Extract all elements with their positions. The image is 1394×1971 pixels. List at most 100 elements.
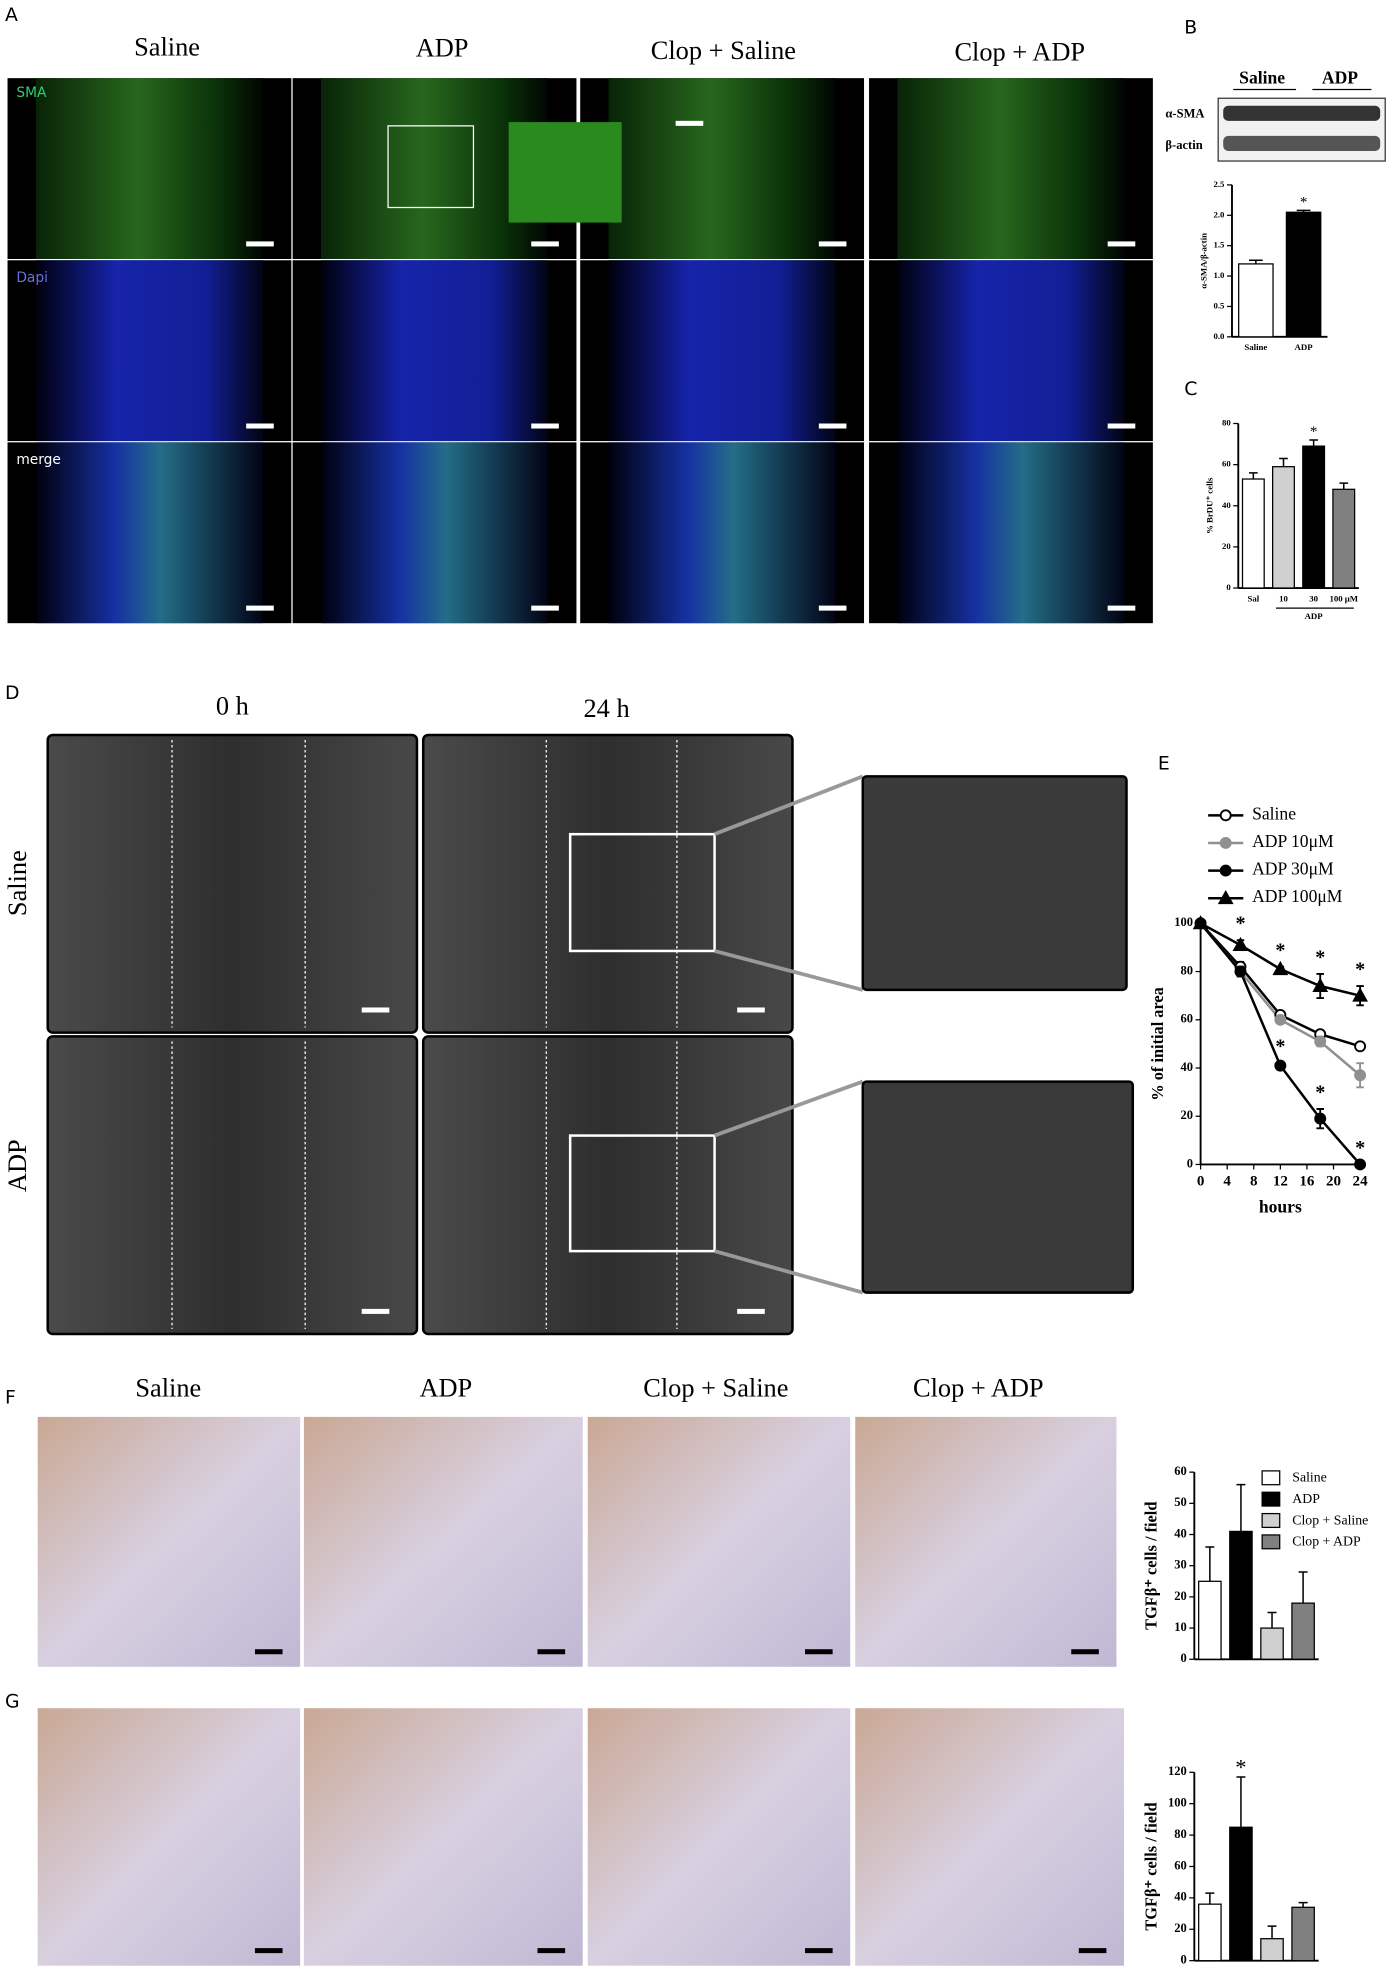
- micrograph-texture: [35, 442, 263, 624]
- error-bar: [1279, 457, 1288, 467]
- y-tick-label: 50: [1174, 1495, 1187, 1509]
- row-header: ADP: [3, 1139, 32, 1192]
- significance: *: [1315, 1082, 1325, 1104]
- marker: [1274, 1013, 1287, 1026]
- scale-bar: [1107, 605, 1136, 611]
- marker: [1314, 1112, 1327, 1125]
- micrograph-texture: [35, 260, 263, 442]
- connector: [714, 1249, 864, 1295]
- micrograph-texture: [897, 442, 1125, 624]
- scale-bar: [246, 241, 274, 247]
- zoom-box: [568, 832, 716, 953]
- connector: [714, 949, 864, 992]
- scale-bar: [531, 423, 559, 429]
- scale-bar: [1071, 1649, 1099, 1655]
- blot-row: α-SMA: [1165, 106, 1204, 120]
- x-tick-label: Sal: [1247, 593, 1259, 603]
- y-tick-label: 100: [1168, 1796, 1187, 1810]
- x-tick-label: Saline: [1244, 342, 1267, 352]
- marker: [1354, 1040, 1367, 1053]
- x-tick-label: 16: [1299, 1173, 1315, 1189]
- legend-label: ADP 30μM: [1252, 859, 1334, 879]
- blot-group: ADP: [1322, 67, 1358, 87]
- y-tick-label: 60: [1181, 1012, 1194, 1026]
- x-tick-label: 10: [1279, 593, 1288, 603]
- row-header: Saline: [3, 850, 32, 916]
- significance: *: [1355, 1137, 1365, 1159]
- error-bar: [1236, 1776, 1246, 1828]
- column-header: ADP: [416, 34, 469, 63]
- x-tick-label: 0: [1197, 1173, 1205, 1189]
- y-tick-label: 20: [1174, 1589, 1187, 1603]
- bar: [1229, 1826, 1253, 1962]
- legend-swatch: [1261, 1534, 1281, 1550]
- error-bar: [1296, 209, 1311, 213]
- y-tick-label: 60: [1222, 459, 1231, 469]
- micrograph-texture: [608, 260, 836, 442]
- x-tick-label: 30: [1309, 593, 1318, 603]
- row-label: SMA: [16, 85, 47, 101]
- bar: [1291, 1906, 1315, 1962]
- significance: *: [1355, 959, 1365, 981]
- x-tick-label: 12: [1273, 1173, 1288, 1189]
- significance: *: [1275, 939, 1285, 961]
- scale-bar: [246, 605, 274, 611]
- y-tick-label: 20: [1174, 1921, 1187, 1935]
- error-bar: [1248, 259, 1263, 264]
- micrograph: [855, 1708, 1124, 1966]
- legend-swatch: [1261, 1512, 1281, 1529]
- panel-label: B: [1184, 17, 1197, 38]
- micrograph: [587, 1416, 851, 1667]
- micrograph: [46, 1035, 419, 1336]
- column-header: 0 h: [216, 692, 249, 721]
- band: [1223, 135, 1381, 151]
- legend-label: Clop + ADP: [1292, 1534, 1361, 1549]
- y-tick-label: 20: [1181, 1108, 1194, 1122]
- bar: [1229, 1530, 1253, 1660]
- scale-bar: [818, 241, 847, 247]
- legend-marker: [1219, 836, 1232, 849]
- error-bar: [1205, 1546, 1215, 1582]
- y-tick-label: 40: [1174, 1526, 1187, 1540]
- panel-label: E: [1158, 753, 1170, 774]
- bar: [1291, 1602, 1315, 1660]
- scale-bar: [1078, 1948, 1107, 1954]
- error-bar: [1236, 1483, 1246, 1532]
- band: [1223, 105, 1381, 121]
- y-tick-label: 100: [1174, 915, 1193, 929]
- scale-bar: [805, 1948, 833, 1954]
- scale-bar: [531, 605, 559, 611]
- y-tick-label: 30: [1174, 1558, 1187, 1572]
- x-tick-label: 20: [1326, 1173, 1341, 1189]
- y-axis-label: % BrDU⁺ cells: [1205, 477, 1215, 534]
- significance: *: [1275, 1036, 1285, 1058]
- group-label: ADP: [1305, 611, 1324, 621]
- y-tick-label: 0: [1181, 1651, 1187, 1665]
- column-header: Saline: [134, 32, 200, 61]
- y-tick-label: 1.5: [1213, 240, 1225, 250]
- panel-label: G: [5, 1691, 20, 1712]
- zoom-image: [861, 1080, 1135, 1294]
- legend-marker: [1217, 889, 1234, 905]
- error-bar: [1298, 1901, 1308, 1908]
- significance: *: [1310, 424, 1318, 440]
- column-header: 24 h: [584, 694, 630, 723]
- micrograph-texture: [608, 442, 836, 624]
- column-header: Clop + Saline: [651, 36, 796, 65]
- error-bar: [1249, 472, 1258, 480]
- y-tick-label: 60: [1174, 1858, 1187, 1872]
- marker: [1192, 915, 1209, 930]
- y-tick-label: 0.0: [1213, 331, 1225, 341]
- micrograph: [421, 1035, 794, 1336]
- significance: *: [1235, 913, 1245, 935]
- column-header: Clop + ADP: [913, 1374, 1044, 1403]
- bar: [1198, 1903, 1222, 1962]
- y-tick-label: 80: [1174, 1827, 1187, 1841]
- zoom-image: [861, 775, 1128, 992]
- bar: [1238, 263, 1274, 338]
- marker: [1354, 1158, 1367, 1171]
- micrograph-texture: [608, 78, 836, 259]
- error-bar: [1267, 1925, 1277, 1939]
- scale-bar: [737, 1007, 765, 1013]
- bar: [1198, 1580, 1222, 1660]
